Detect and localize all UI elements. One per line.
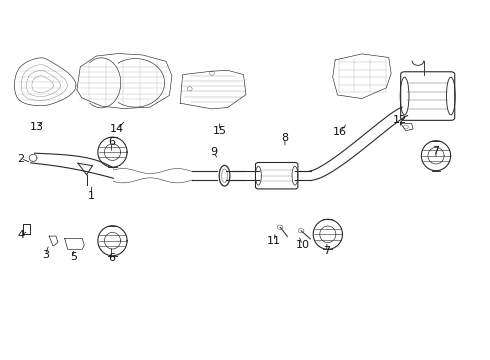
Text: 4: 4 [17, 230, 24, 240]
Text: 8: 8 [281, 133, 289, 143]
Text: 6: 6 [108, 138, 115, 148]
Text: 3: 3 [42, 250, 49, 260]
Text: 1: 1 [88, 191, 95, 201]
Text: 7: 7 [433, 146, 440, 156]
Text: 13: 13 [29, 122, 44, 132]
Text: 6: 6 [108, 253, 115, 263]
Text: 2: 2 [17, 154, 24, 163]
Text: 15: 15 [213, 126, 227, 136]
Text: 16: 16 [333, 127, 347, 137]
Text: 11: 11 [267, 237, 281, 247]
Text: 5: 5 [70, 252, 77, 262]
Text: 10: 10 [295, 240, 310, 250]
Text: 9: 9 [210, 147, 217, 157]
Text: 14: 14 [110, 124, 124, 134]
Text: 12: 12 [393, 115, 407, 125]
Text: 7: 7 [323, 247, 330, 256]
